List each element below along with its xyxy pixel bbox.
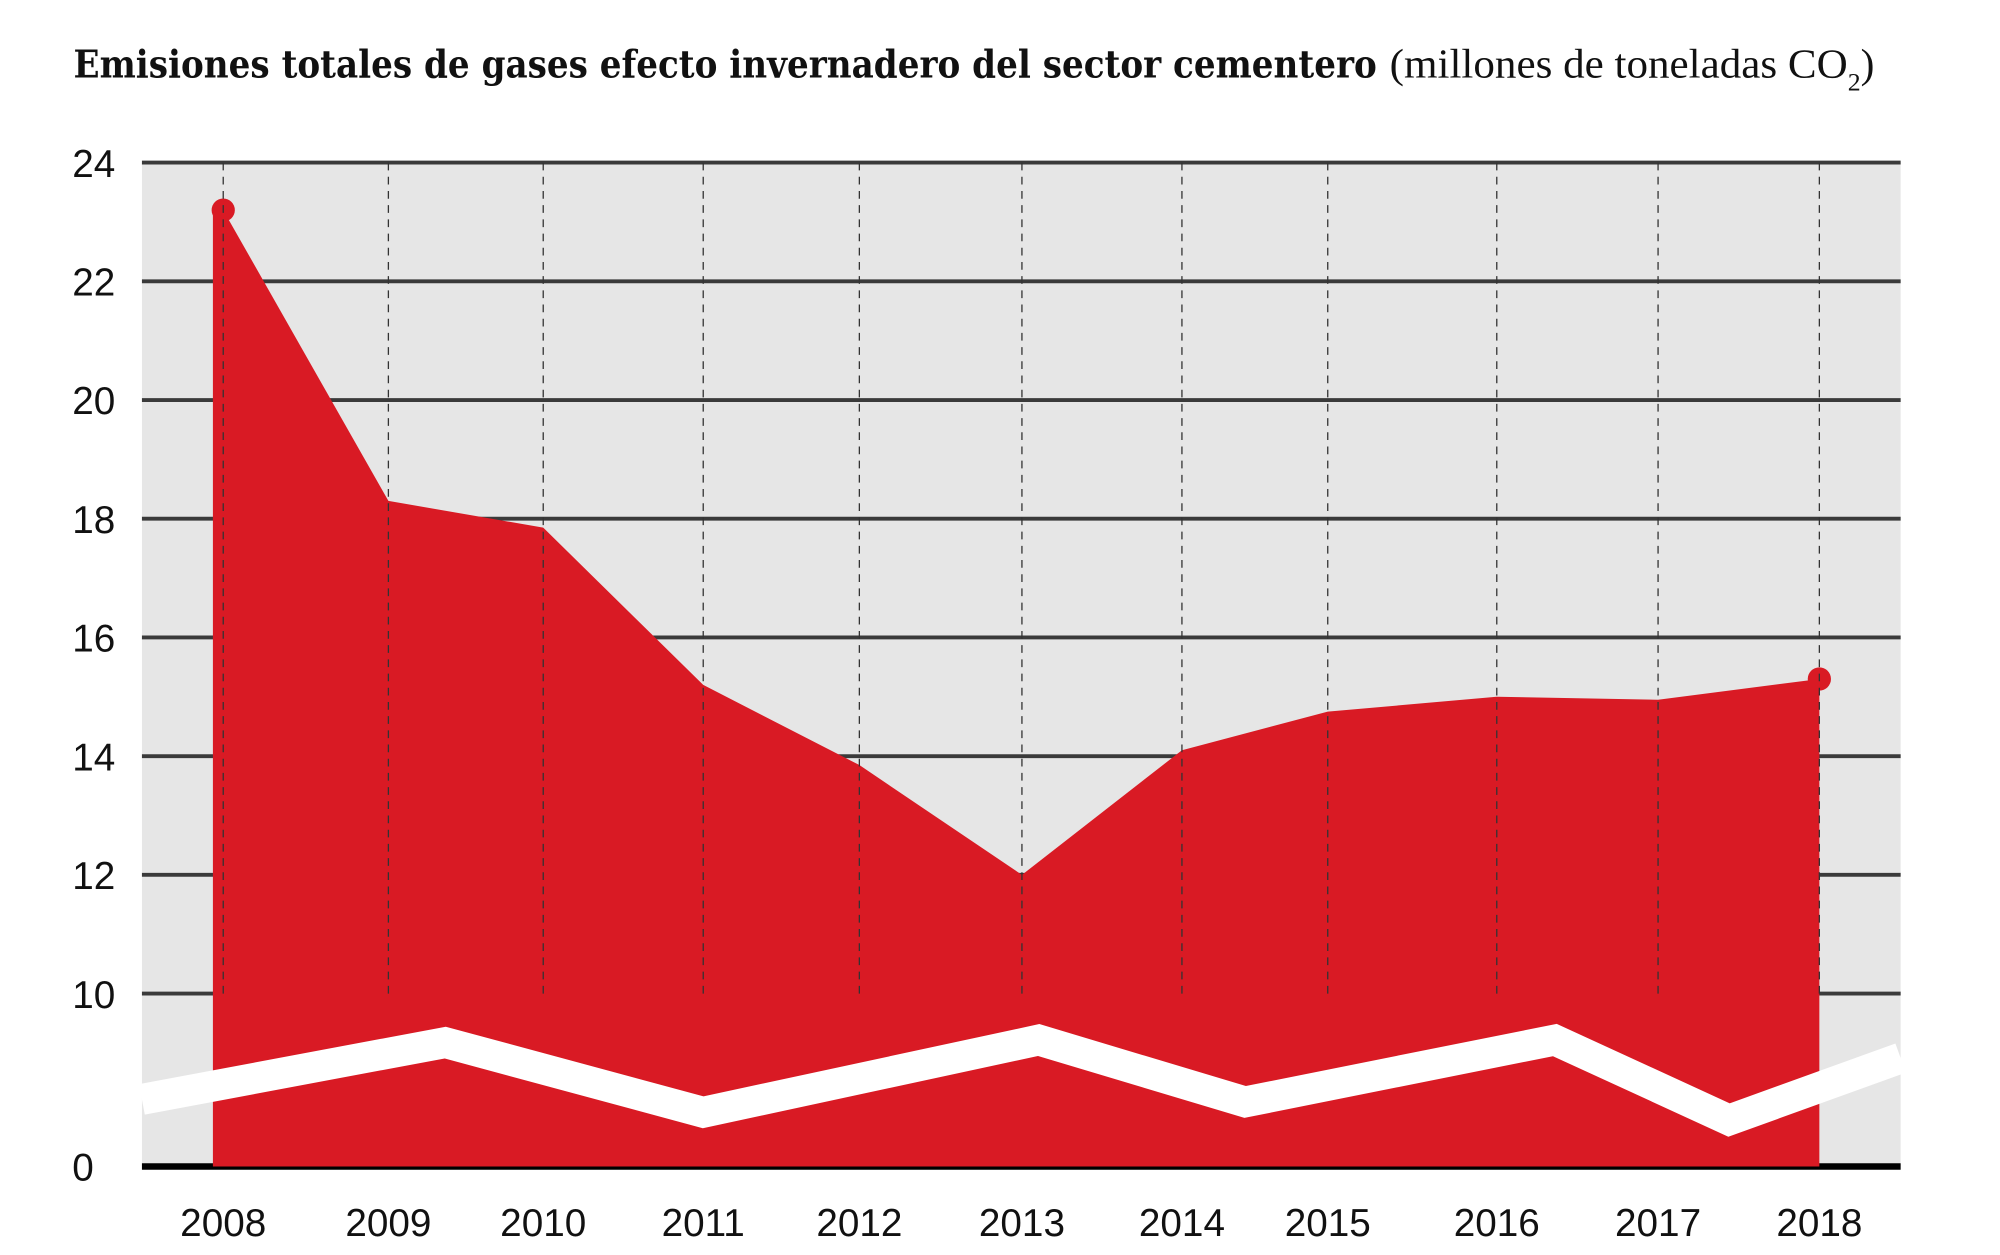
title-bold: Emisiones totales de gases efecto invern… xyxy=(74,42,1377,87)
y-tick-label: 18 xyxy=(72,499,115,542)
x-tick-label: 2013 xyxy=(979,1202,1065,1245)
y-tick-label: 0 xyxy=(72,1147,94,1190)
x-tick-label: 2014 xyxy=(1139,1202,1225,1245)
y-tick-label: 14 xyxy=(72,736,115,779)
y-tick-label: 20 xyxy=(72,380,115,423)
x-tick-label: 2011 xyxy=(662,1202,745,1245)
x-tick-label: 2018 xyxy=(1776,1202,1862,1245)
y-tick-label: 10 xyxy=(72,974,115,1017)
emissions-area xyxy=(212,210,1820,1167)
x-tick-label: 2009 xyxy=(345,1202,431,1245)
y-tick-label: 22 xyxy=(72,262,115,305)
x-tick-label: 2017 xyxy=(1615,1202,1701,1245)
y-tick-label: 12 xyxy=(72,855,115,898)
chart-title: Emisiones totales de gases efecto invern… xyxy=(74,40,1875,96)
y-tick-label: 24 xyxy=(72,143,115,186)
x-tick-label: 2016 xyxy=(1454,1202,1540,1245)
axis-break-band xyxy=(139,1023,1906,1137)
x-tick-label: 2012 xyxy=(816,1202,902,1245)
x-tick-label: 2010 xyxy=(500,1202,586,1245)
x-tick-label: 2008 xyxy=(180,1202,266,1245)
title-units: (millones de toneladas CO xyxy=(1390,40,1848,87)
title-close: ) xyxy=(1861,40,1875,87)
x-tick-label: 2015 xyxy=(1285,1202,1371,1245)
y-tick-label: 16 xyxy=(72,618,115,661)
title-subscript: 2 xyxy=(1848,67,1861,96)
